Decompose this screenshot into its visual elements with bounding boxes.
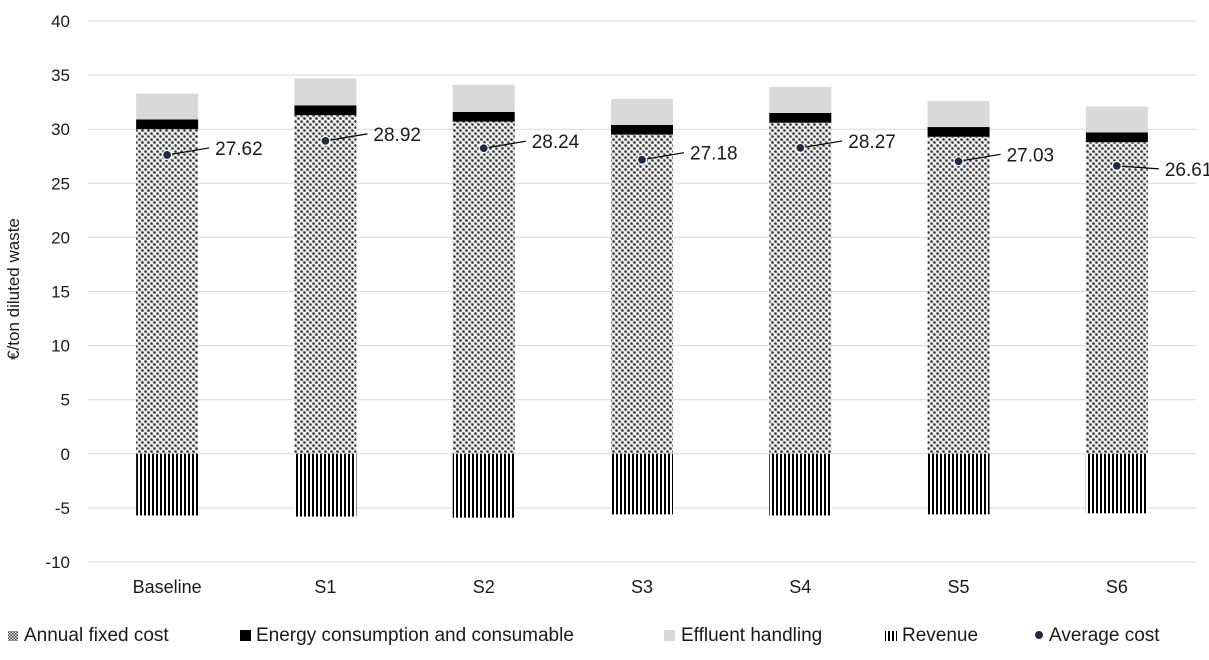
legend-swatch bbox=[1034, 630, 1044, 640]
y-tick-label: 15 bbox=[51, 283, 70, 302]
y-tick-label: -5 bbox=[55, 499, 70, 518]
y-tick-label: 5 bbox=[61, 391, 70, 410]
x-tick-label: Baseline bbox=[133, 577, 202, 597]
bar-segment-effluent-handling bbox=[452, 84, 515, 112]
average-cost-leader-line bbox=[958, 153, 1001, 162]
bar-segment-effluent-handling bbox=[769, 87, 832, 113]
average-cost-leader-line bbox=[641, 152, 685, 161]
bar-segment-energy-consumption-and-consumable bbox=[769, 112, 832, 123]
average-cost-marker bbox=[162, 149, 173, 161]
y-tick-label: 20 bbox=[51, 228, 70, 247]
bar-segment-revenue bbox=[452, 453, 515, 518]
bar-segment-revenue bbox=[927, 453, 990, 515]
average-cost-label: 27.18 bbox=[690, 144, 738, 165]
legend: Annual fixed cost Energy consumption and … bbox=[8, 625, 1160, 646]
bar-segment-annual-fixed-cost bbox=[611, 134, 673, 454]
average-cost-leader-line bbox=[800, 140, 843, 149]
bar-segment-energy-consumption-and-consumable bbox=[136, 119, 199, 130]
y-axis-title: €/ton diluted waste bbox=[4, 218, 23, 360]
legend-label: Energy consumption and consumable bbox=[256, 625, 574, 646]
legend-swatch bbox=[664, 630, 675, 641]
bar-segment-energy-consumption-and-consumable bbox=[294, 105, 357, 116]
bar-segment-energy-consumption-and-consumable bbox=[927, 127, 990, 137]
average-cost-marker bbox=[795, 142, 806, 154]
x-tick-label: S3 bbox=[631, 577, 653, 597]
legend-item-fixed: Annual fixed cost bbox=[8, 625, 169, 646]
average-cost-marker bbox=[320, 135, 331, 146]
bar-segment-effluent-handling bbox=[611, 98, 673, 125]
y-tick-label: -10 bbox=[45, 553, 70, 572]
average-cost-leader-line bbox=[483, 140, 526, 149]
y-tick-label: 40 bbox=[51, 12, 70, 31]
average-cost-label: 27.62 bbox=[215, 139, 263, 160]
x-tick-label: S6 bbox=[1106, 577, 1128, 597]
legend-swatch bbox=[240, 630, 251, 641]
bar-segment-effluent-handling bbox=[136, 93, 199, 120]
legend-label: Average cost bbox=[1049, 625, 1160, 646]
bar-segment-revenue bbox=[136, 453, 199, 516]
bar-segment-energy-consumption-and-consumable bbox=[611, 124, 673, 135]
bar-segment-annual-fixed-cost bbox=[136, 129, 199, 454]
average-cost-marker bbox=[953, 156, 964, 167]
bar-segment-effluent-handling bbox=[294, 78, 357, 106]
average-cost-marker bbox=[478, 143, 489, 154]
average-cost-leader-line bbox=[325, 133, 368, 142]
y-tick-label: 0 bbox=[61, 445, 70, 464]
legend-item-effluent: Effluent handling bbox=[664, 625, 822, 646]
average-cost-labels: 27.62 28.92 28.24 27.18 28.27 27.03 26.61 bbox=[162, 125, 1209, 181]
x-tick-label: S5 bbox=[948, 577, 970, 597]
legend-swatch bbox=[8, 631, 18, 641]
bar-segment-revenue bbox=[769, 453, 832, 516]
average-cost-label: 28.27 bbox=[848, 132, 896, 153]
bar-segment-energy-consumption-and-consumable bbox=[452, 111, 515, 122]
legend-label: Annual fixed cost bbox=[24, 625, 169, 646]
x-tick-label: S4 bbox=[789, 577, 811, 597]
x-tick-label: S2 bbox=[473, 577, 495, 597]
bar-segment-annual-fixed-cost bbox=[294, 115, 357, 454]
average-cost-label: 27.03 bbox=[1007, 145, 1055, 166]
bar-segment-energy-consumption-and-consumable bbox=[1085, 132, 1148, 143]
legend-swatch bbox=[885, 631, 897, 641]
average-cost-label: 28.24 bbox=[532, 132, 580, 153]
y-tick-label: 35 bbox=[51, 66, 70, 85]
legend-label: Revenue bbox=[902, 625, 978, 646]
average-cost-marker bbox=[1111, 160, 1122, 171]
y-tick-label: 10 bbox=[51, 337, 70, 356]
bars bbox=[136, 78, 1148, 518]
average-cost-label: 28.92 bbox=[373, 125, 421, 146]
bar-segment-annual-fixed-cost bbox=[769, 122, 832, 454]
average-cost-leader-line bbox=[1116, 165, 1159, 170]
x-axis: Baseline S1 S2 S3 S4 S5 S6 bbox=[133, 577, 1128, 597]
bar-segment-effluent-handling bbox=[927, 101, 990, 128]
bar-segment-annual-fixed-cost bbox=[1085, 142, 1148, 454]
y-tick-label: 25 bbox=[51, 174, 70, 193]
average-cost-label: 26.61 bbox=[1165, 160, 1209, 181]
legend-label: Effluent handling bbox=[681, 625, 822, 646]
bar-segment-revenue bbox=[294, 453, 357, 517]
bar-segment-annual-fixed-cost bbox=[452, 121, 515, 454]
bar-segment-revenue bbox=[1085, 453, 1148, 514]
y-axis: -10 -5 0 5 10 15 20 25 30 35 40 bbox=[45, 12, 70, 572]
x-tick-label: S1 bbox=[314, 577, 336, 597]
bar-segment-annual-fixed-cost bbox=[927, 136, 990, 454]
average-cost-leader-line bbox=[167, 147, 210, 156]
average-cost-marker bbox=[636, 154, 648, 165]
bar-segment-effluent-handling bbox=[1085, 106, 1148, 133]
legend-item-energy: Energy consumption and consumable bbox=[240, 625, 574, 646]
legend-item-revenue: Revenue bbox=[885, 625, 978, 646]
y-tick-label: 30 bbox=[51, 120, 70, 139]
legend-item-avg: Average cost bbox=[1034, 625, 1160, 646]
bar-segment-revenue bbox=[611, 453, 673, 515]
